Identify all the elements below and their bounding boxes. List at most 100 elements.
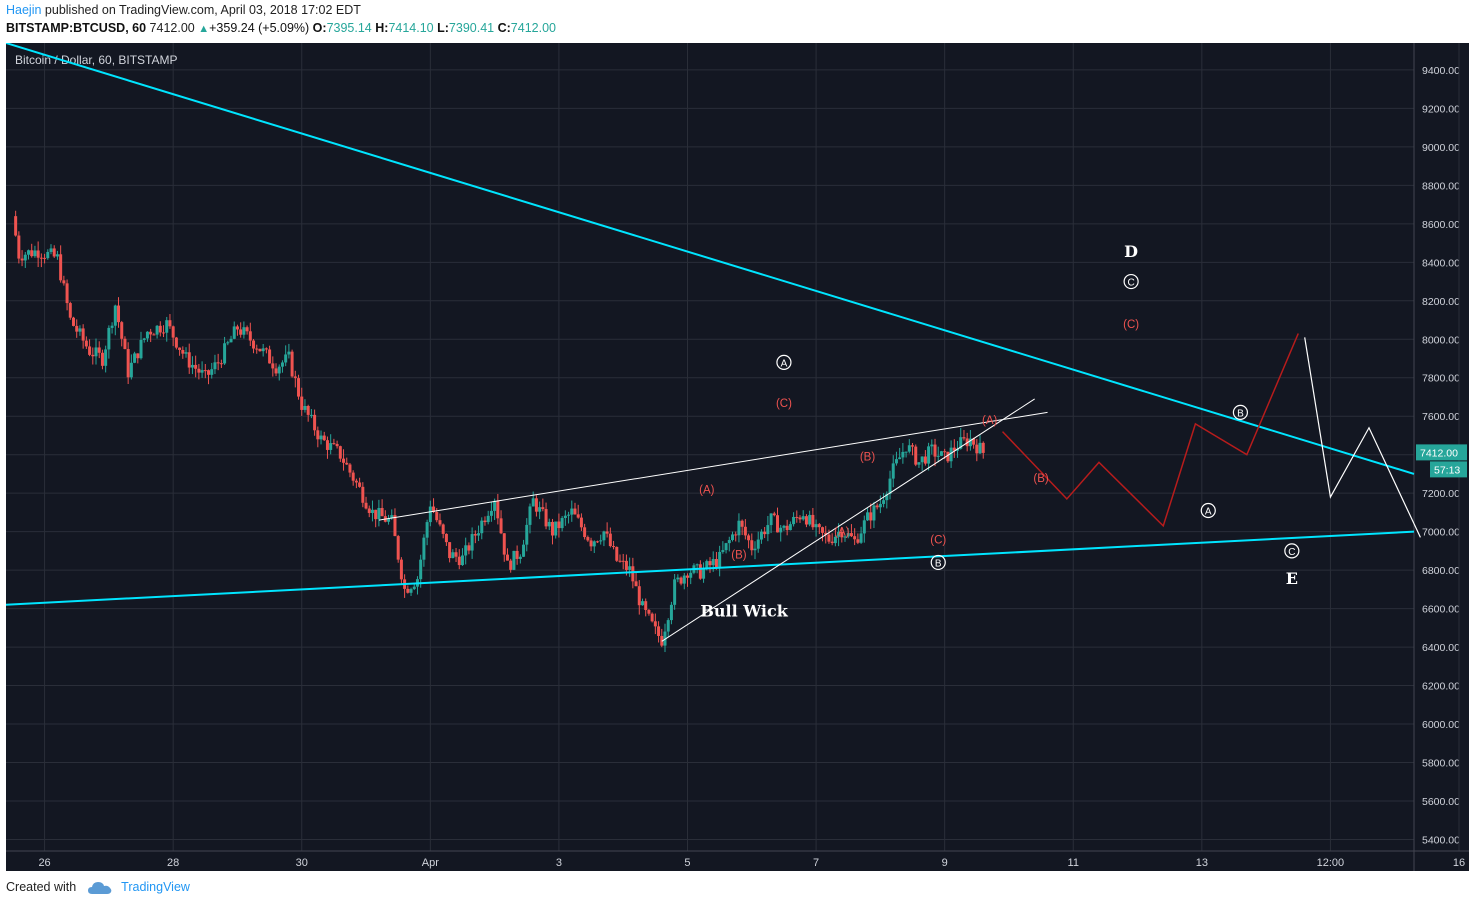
y-tick-label: 6200.00 <box>1422 681 1460 693</box>
wave-label-red: (A) <box>699 484 715 496</box>
candle-body <box>894 459 898 464</box>
candle-body <box>107 327 111 350</box>
candle-body <box>287 351 291 355</box>
candle-body <box>872 505 876 521</box>
candle-body <box>52 248 56 257</box>
candle-body <box>956 448 960 451</box>
candle-body <box>380 508 384 517</box>
candle-body <box>769 513 773 526</box>
candle-body <box>33 250 37 257</box>
candle-body <box>255 348 259 350</box>
candle-body <box>81 328 85 341</box>
wave-circle <box>1232 404 1249 420</box>
candle-body <box>65 283 69 304</box>
candle-body <box>679 577 683 584</box>
x-tick-label: 13 <box>1196 857 1208 869</box>
x-tick-label: 5 <box>684 857 690 869</box>
y-tick-label: 9200.00 <box>1422 103 1460 115</box>
candle-body <box>673 579 677 605</box>
trendline-upper <box>6 43 1415 475</box>
candle-body <box>930 444 934 447</box>
candle-body <box>113 305 117 326</box>
candle-body <box>184 352 188 354</box>
candle-body <box>509 560 513 570</box>
candle-body <box>97 347 101 353</box>
candle-body <box>325 440 329 450</box>
candle-body <box>412 586 416 590</box>
candle-body <box>685 575 689 578</box>
candle-body <box>499 518 503 534</box>
y-tick-label: 7000.00 <box>1422 527 1460 539</box>
candle-body <box>110 325 114 328</box>
wedge-line <box>378 411 1048 521</box>
candle-body <box>290 351 294 377</box>
candle-body <box>68 303 72 318</box>
candle-body <box>377 508 381 520</box>
y-tick-label: 6800.00 <box>1422 565 1460 577</box>
candle-body <box>104 349 108 366</box>
candle-body <box>547 521 551 527</box>
candle-body <box>653 621 657 627</box>
candle-body <box>226 342 230 344</box>
candle-body <box>576 514 580 518</box>
candle-body <box>763 531 767 535</box>
candle-body <box>624 560 628 570</box>
candle-body <box>946 451 950 462</box>
candle-body <box>300 396 304 410</box>
candle-body <box>117 305 121 323</box>
candle-body <box>875 505 879 508</box>
countdown-text: 57:13 <box>1434 464 1460 476</box>
candle-body <box>663 631 667 646</box>
candle-body <box>126 349 130 378</box>
candle-body <box>207 370 211 375</box>
candle-body <box>968 438 972 447</box>
y-tick-label: 9400.00 <box>1422 65 1460 77</box>
candle-body <box>454 552 458 557</box>
candle-body <box>361 486 365 503</box>
x-tick-label: 28 <box>167 857 179 869</box>
wave-circle <box>776 354 792 370</box>
candle-body <box>554 521 558 536</box>
candle-body <box>435 512 439 521</box>
candle-body <box>817 524 821 528</box>
candle-body <box>49 248 53 252</box>
candle-body <box>898 457 902 460</box>
candle-body <box>136 353 140 359</box>
candle-body <box>631 566 635 582</box>
close-value: 7412.00 <box>510 21 556 35</box>
candle-body <box>531 498 535 507</box>
candle-body <box>647 609 651 614</box>
candle-body <box>335 443 339 447</box>
wave-label-red: (C) <box>776 398 792 410</box>
candle-body <box>599 540 603 542</box>
candle-body <box>223 343 227 364</box>
tradingview-link[interactable]: TradingView <box>121 880 190 894</box>
candle-body <box>145 331 149 339</box>
tradingview-cloud-icon <box>87 881 112 894</box>
candle-body <box>406 588 410 593</box>
candle-body <box>235 326 239 330</box>
candle-body <box>43 257 47 259</box>
candle-body <box>923 456 927 464</box>
wave-label-circled: B <box>1237 408 1244 419</box>
candle-body <box>885 493 889 501</box>
y-tick-label: 7800.00 <box>1422 373 1460 385</box>
price-chart[interactable]: 9400.00 9200.00 9000.00 8800.00 8600.00 8400.… <box>6 43 1469 871</box>
candle-body <box>962 437 966 439</box>
candle-body <box>705 561 709 569</box>
candle-body <box>72 317 76 326</box>
candle-body <box>219 363 223 365</box>
candle-body <box>319 435 323 440</box>
candle-body <box>464 545 468 556</box>
candle-body <box>927 446 931 464</box>
candle-body <box>14 216 18 236</box>
candle-body <box>515 550 519 559</box>
candle-body <box>849 533 853 537</box>
author-link[interactable]: Haejin <box>6 3 42 17</box>
candle-body <box>23 254 27 261</box>
candle-body <box>959 437 963 449</box>
candle-body <box>708 561 712 566</box>
candle-body <box>538 507 542 512</box>
candle-body <box>483 520 487 523</box>
candle-body <box>920 456 924 463</box>
